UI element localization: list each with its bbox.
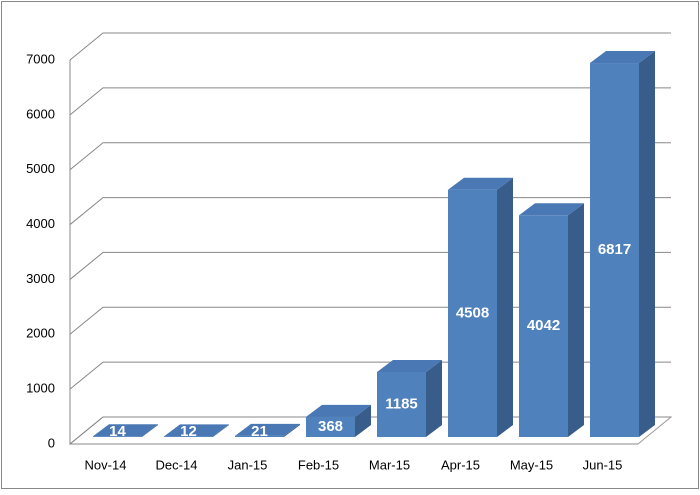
bar — [448, 189, 497, 437]
y-tick-label: 1000 — [26, 381, 55, 396]
bar — [590, 63, 639, 438]
bar-top — [164, 424, 229, 437]
bar-side — [355, 404, 371, 437]
x-tick-label: Nov-14 — [85, 457, 127, 472]
bar-side — [497, 177, 513, 438]
bar — [306, 416, 355, 437]
bar-side — [213, 424, 229, 437]
value-label: 12 — [180, 423, 197, 440]
bar — [235, 435, 284, 437]
x-tick-label: Mar-15 — [369, 457, 410, 472]
bar — [377, 371, 426, 437]
bar-top — [235, 423, 300, 436]
grid-line — [69, 87, 671, 116]
grid-line — [69, 32, 671, 61]
bar-side — [284, 423, 300, 437]
y-tick-label: 4000 — [26, 216, 55, 231]
bar-top — [93, 424, 158, 437]
value-label: 4042 — [527, 317, 560, 334]
x-tick-label: Feb-15 — [298, 457, 339, 472]
bar-top — [519, 203, 584, 216]
bar-top — [590, 51, 655, 64]
y-tick-label: 7000 — [26, 51, 55, 66]
bar — [519, 215, 568, 437]
bar-side — [142, 424, 158, 437]
x-tick-label: May-15 — [510, 457, 553, 472]
value-label: 1185 — [385, 395, 418, 412]
y-tick-label: 6000 — [26, 106, 55, 121]
y-tick-label: 0 — [48, 435, 55, 450]
value-label: 21 — [251, 423, 268, 440]
bar-top — [448, 177, 513, 190]
bar-top — [377, 359, 442, 372]
bar-top — [306, 404, 371, 417]
y-tick-label: 5000 — [26, 161, 55, 176]
bar-side — [568, 203, 584, 437]
value-label: 14 — [109, 423, 126, 440]
x-tick-label: Jan-15 — [228, 457, 268, 472]
x-tick-label: Apr-15 — [441, 457, 480, 472]
bar-side — [639, 51, 655, 438]
value-label: 6817 — [598, 241, 631, 258]
bar-side — [426, 359, 442, 437]
y-tick-label: 2000 — [26, 326, 55, 341]
bar — [93, 436, 142, 437]
x-tick-label: Jun-15 — [583, 457, 623, 472]
x-tick-label: Dec-14 — [156, 457, 198, 472]
value-label: 368 — [318, 418, 343, 435]
value-label: 4508 — [456, 304, 489, 321]
grid-line — [69, 142, 671, 171]
y-tick-label: 3000 — [26, 271, 55, 286]
bar — [164, 436, 213, 437]
